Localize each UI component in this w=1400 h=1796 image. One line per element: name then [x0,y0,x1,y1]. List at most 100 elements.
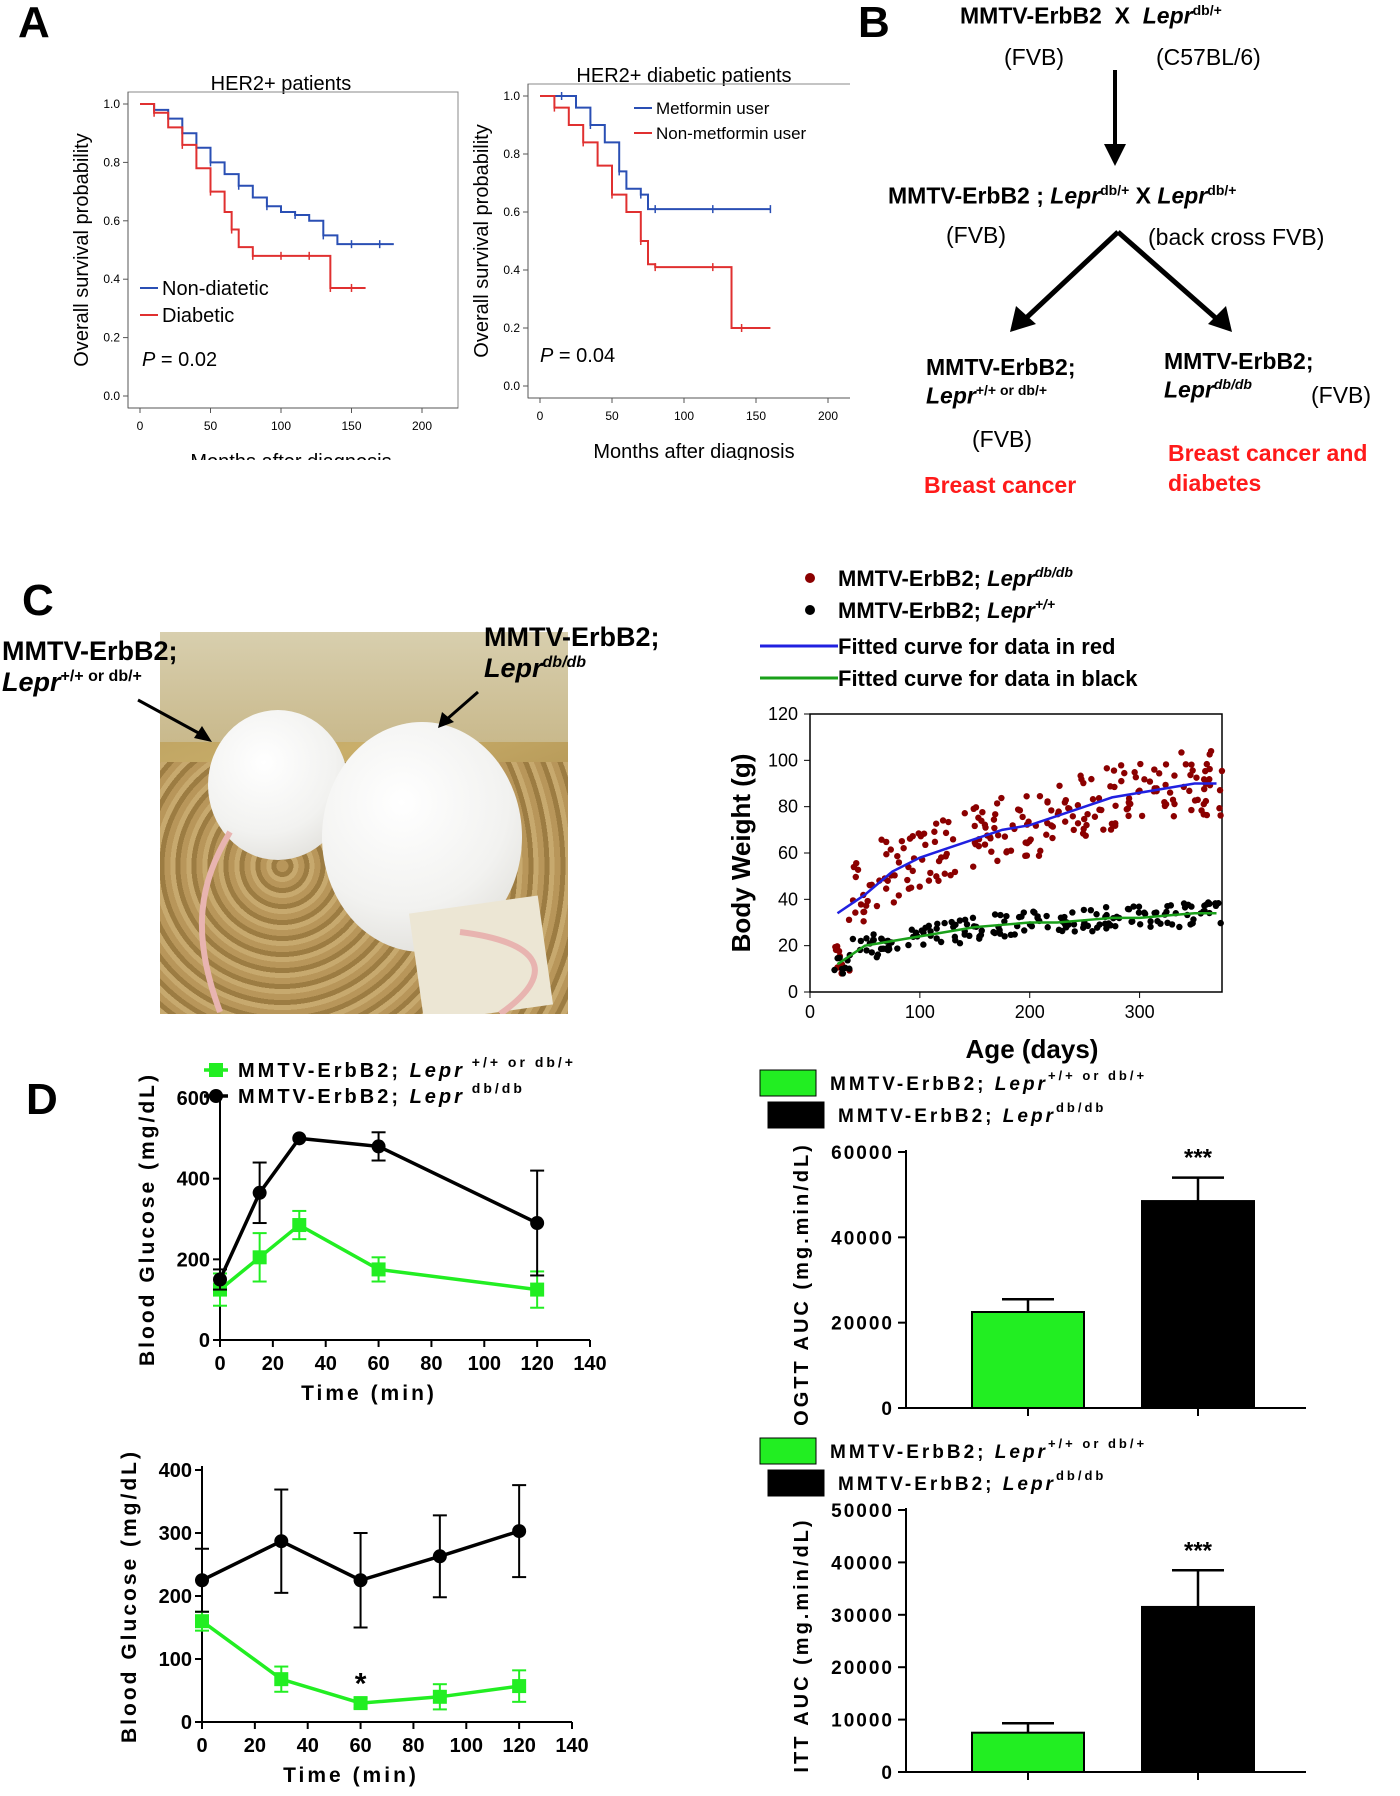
scatter-point-0 [1162,761,1170,768]
scatter-point-1 [1055,926,1063,934]
x-axis-label: Age (days) [966,1034,1099,1064]
scatter-point-0 [883,851,890,858]
scatter-point-0 [1187,771,1194,779]
scatter-point-0 [854,866,862,873]
scatter-point-0 [1217,812,1224,819]
scatter-point-0 [1125,812,1132,820]
scatter-point-0 [904,876,911,884]
scatter-point-0 [994,857,1001,865]
km-x-tick-label: 100 [674,409,694,423]
y-tick-label: 600 [177,1088,210,1110]
legend-label: MMTV-ErbB2; Lepr+/+ or db/+ [830,1436,1147,1463]
y-tick-label: 80 [778,797,798,817]
phenotype-right-line2: diabetes [1168,470,1262,496]
scatter-point-0 [1200,811,1207,818]
scatter-point-1 [1163,908,1170,916]
legend-label: MMTV-ErbB2; Leprdb/db [838,1100,1106,1127]
scatter-point-0 [942,829,950,837]
scatter-point-1 [1136,921,1144,928]
scatter-point-0 [1035,852,1043,859]
scatter-point-0 [1161,798,1168,806]
scatter-point-0 [890,899,898,906]
legend-marker [209,1089,223,1103]
km-x-tick-label: 0 [137,419,144,433]
data-marker-circle [274,1534,289,1549]
km-x-tick-label: 0 [537,409,544,423]
scatter-point-1 [1003,912,1010,920]
scatter-point-1 [912,929,920,936]
scatter-point-1 [956,917,964,924]
scatter-point-1 [1167,902,1175,909]
scatter-point-0 [1037,847,1044,855]
km-y-tick-label: 0.8 [103,155,120,169]
scatter-point-1 [1125,906,1133,913]
scatter-point-1 [990,928,997,936]
legend-label: MMTV-ErbB2; Lepr+/+ or db/+ [830,1068,1147,1095]
genotype-right-line2: Leprdb/db [1164,376,1252,403]
y-tick-label: 0 [199,1330,210,1352]
km-x-label: Months after diagnosis [190,451,391,460]
km-y-tick-label: 0.0 [503,379,520,393]
y-tick-label: 50000 [831,1501,894,1522]
scatter-point-0 [945,818,952,826]
scatter-point-1 [1031,909,1038,916]
y-tick-label: 0 [788,982,798,1002]
data-marker-square [195,1614,209,1629]
scatter-point-1 [1154,917,1161,925]
y-tick-label: 40000 [831,1553,894,1574]
scatter-point-0 [1043,831,1050,838]
scatter-point-1 [934,920,941,927]
scatter-point-0 [894,852,901,860]
itt-auc-bar-chart: MMTV-ErbB2; Lepr+/+ or db/+ MMTV-ErbB2; L… [759,1436,1306,1784]
data-marker-square [292,1218,307,1233]
scatter-point-0 [1188,761,1195,768]
scatter-point-0 [981,841,989,848]
y-tick-label: 200 [159,1586,192,1608]
scatter-point-1 [920,941,927,948]
y-tick-label: 100 [159,1649,192,1671]
scatter-point-1 [961,931,968,938]
scatter-point-0 [1107,826,1115,833]
scatter-point-1 [894,945,901,952]
strain-backcross: (back cross FVB) [1148,224,1325,250]
scatter-point-1 [1028,923,1036,930]
scatter-point-1 [963,921,971,928]
x-tick-label: 20 [262,1353,284,1375]
x-tick-label: 300 [1125,1002,1155,1022]
scatter-point-0 [1200,800,1208,808]
km-y-tick-label: 0.6 [503,205,520,219]
scatter-point-0 [993,800,1001,807]
y-axis-label: ITT AUC (mg.min/dL) [791,1517,813,1772]
scatter-point-0 [1074,820,1082,827]
km-plot-right: HER2+ diabetic patients 0 50 100 150 200 0.0 0.… [471,65,850,460]
y-tick-label: 400 [177,1169,210,1191]
bar-0 [971,1731,1085,1774]
km-legend-label: Non-diatetic [162,278,269,300]
km-curve-0 [140,103,394,246]
scatter-point-1 [1001,918,1008,925]
scatter-point-1 [1007,931,1015,939]
scatter-point-0 [1112,802,1119,809]
scatter-point-0 [832,943,839,951]
scatter-point-0 [1171,772,1178,779]
scatter-point-1 [1070,921,1078,928]
scatter-point-1 [877,945,885,953]
x-tick-label: 60 [349,1735,371,1757]
strain-fvb-1: (FVB) [1004,44,1065,70]
scatter-point-0 [898,837,906,845]
cross1: MMTV-ErbB2 X Leprdb/+ [960,2,1222,29]
scatter-point-0 [1125,795,1133,802]
scatter-point-1 [1176,923,1183,931]
scatter-point-1 [1107,922,1114,929]
y-tick-label: 20000 [831,1314,894,1335]
y-tick-label: 30000 [831,1606,894,1627]
genotype-left-line1: MMTV-ErbB2; [926,354,1076,380]
scatter-point-0 [1200,776,1208,783]
photo-label-left: MMTV-ErbB2; Lepr+/+ or db/+ [2,636,178,697]
data-marker-square [512,1679,527,1694]
legend-dot [805,605,815,615]
km-y-tick-label: 0.2 [503,321,520,335]
data-marker-square [252,1250,267,1265]
scatter-point-1 [996,930,1004,937]
data-marker-square [371,1262,386,1277]
